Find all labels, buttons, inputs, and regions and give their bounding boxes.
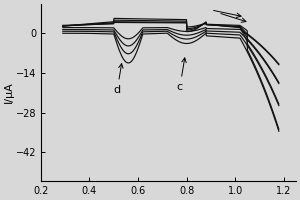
Text: d: d <box>114 64 123 95</box>
Text: c: c <box>177 58 186 92</box>
Y-axis label: I/μA: I/μA <box>4 82 14 103</box>
